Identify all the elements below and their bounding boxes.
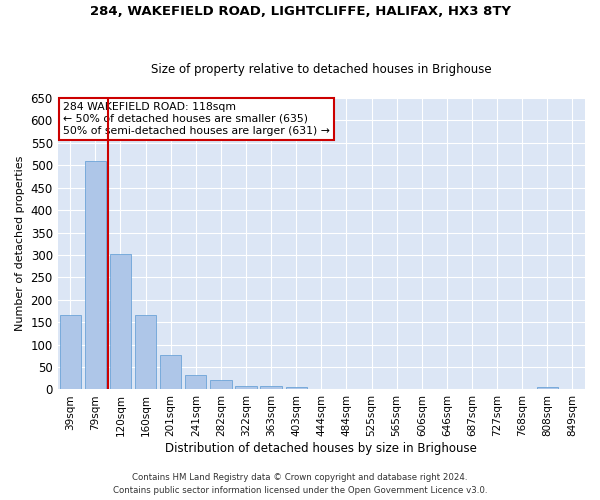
Bar <box>260 386 282 390</box>
Text: 284, WAKEFIELD ROAD, LIGHTCLIFFE, HALIFAX, HX3 8TY: 284, WAKEFIELD ROAD, LIGHTCLIFFE, HALIFA… <box>89 5 511 18</box>
Bar <box>210 380 232 390</box>
Bar <box>85 161 106 390</box>
Bar <box>536 387 558 390</box>
Bar <box>110 254 131 390</box>
Bar <box>286 387 307 390</box>
Bar <box>59 316 81 390</box>
Bar <box>135 314 156 390</box>
X-axis label: Distribution of detached houses by size in Brighouse: Distribution of detached houses by size … <box>166 442 477 455</box>
Bar <box>160 355 181 390</box>
Y-axis label: Number of detached properties: Number of detached properties <box>15 156 25 332</box>
Title: Size of property relative to detached houses in Brighouse: Size of property relative to detached ho… <box>151 63 491 76</box>
Text: 284 WAKEFIELD ROAD: 118sqm
← 50% of detached houses are smaller (635)
50% of sem: 284 WAKEFIELD ROAD: 118sqm ← 50% of deta… <box>63 102 330 136</box>
Bar <box>235 386 257 390</box>
Bar <box>185 375 206 390</box>
Text: Contains HM Land Registry data © Crown copyright and database right 2024.
Contai: Contains HM Land Registry data © Crown c… <box>113 474 487 495</box>
